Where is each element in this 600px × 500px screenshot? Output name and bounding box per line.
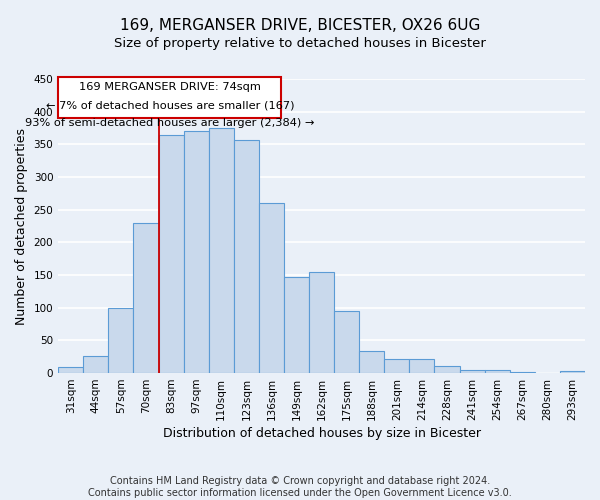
Text: Size of property relative to detached houses in Bicester: Size of property relative to detached ho… <box>114 38 486 51</box>
Bar <box>560 371 585 373</box>
Y-axis label: Number of detached properties: Number of detached properties <box>15 128 28 324</box>
Bar <box>109 308 133 373</box>
Text: 169 MERGANSER DRIVE: 74sqm: 169 MERGANSER DRIVE: 74sqm <box>79 82 261 92</box>
Bar <box>209 128 234 373</box>
X-axis label: Distribution of detached houses by size in Bicester: Distribution of detached houses by size … <box>163 427 481 440</box>
Bar <box>184 132 209 373</box>
Text: 93% of semi-detached houses are larger (2,384) →: 93% of semi-detached houses are larger (… <box>25 118 314 128</box>
Text: ← 7% of detached houses are smaller (167): ← 7% of detached houses are smaller (167… <box>46 100 294 110</box>
Bar <box>334 311 359 373</box>
Bar <box>58 366 83 373</box>
Bar <box>460 370 485 373</box>
Text: Contains HM Land Registry data © Crown copyright and database right 2024.
Contai: Contains HM Land Registry data © Crown c… <box>88 476 512 498</box>
Bar <box>234 140 259 373</box>
Bar <box>409 360 434 373</box>
Bar <box>510 372 535 373</box>
Bar <box>259 203 284 373</box>
Bar <box>385 360 409 373</box>
Bar <box>434 366 460 373</box>
Bar <box>284 277 309 373</box>
Bar <box>158 134 184 373</box>
Bar <box>359 351 385 373</box>
Bar <box>83 356 109 373</box>
Bar <box>485 370 510 373</box>
Text: 169, MERGANSER DRIVE, BICESTER, OX26 6UG: 169, MERGANSER DRIVE, BICESTER, OX26 6UG <box>120 18 480 32</box>
Bar <box>309 272 334 373</box>
Bar <box>133 223 158 373</box>
